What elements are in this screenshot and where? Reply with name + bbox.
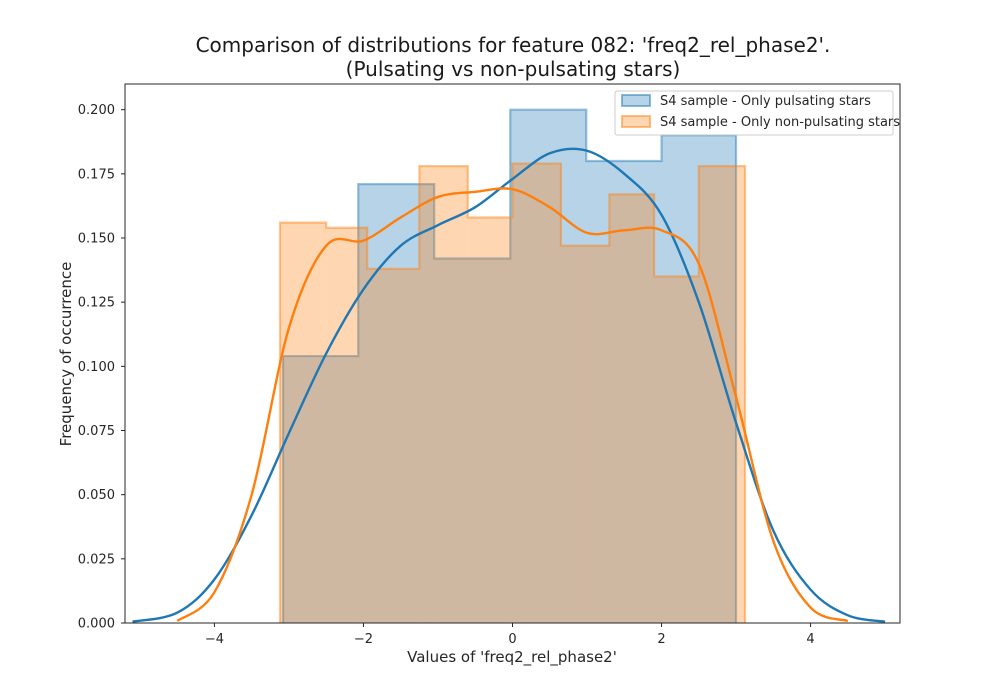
hist-bar	[586, 161, 662, 623]
legend-swatch-non-pulsating	[621, 115, 651, 128]
hist-bar	[419, 166, 468, 623]
y-tick-label: 0.125	[78, 296, 115, 311]
hist-outline	[278, 162, 747, 623]
legend-label-pulsating: S4 sample - Only pulsating stars	[660, 94, 871, 109]
hist-bar	[467, 217, 513, 623]
hist-bar	[654, 276, 699, 623]
y-tick-label: 0.200	[78, 103, 115, 118]
legend-label-non-pulsating: S4 sample - Only non-pulsating stars	[660, 115, 900, 130]
y-tick-label: 0.150	[78, 232, 115, 247]
x-tick-label: 2	[657, 632, 665, 647]
y-axis: 0.000 0.025 0.050 0.075 0.100 0.125 0.150 0.175…	[78, 103, 125, 632]
chart-title-line-1: Comparison of distributions for feature …	[196, 33, 831, 57]
hist-bar	[434, 258, 511, 623]
chart-title-line-2: (Pulsating vs non-pulsating stars)	[346, 57, 681, 81]
y-tick-label: 0.075	[78, 424, 115, 439]
hist-bar	[609, 194, 655, 623]
legend-box	[614, 90, 894, 136]
hist-bar	[367, 268, 420, 623]
hist-bar	[560, 245, 610, 623]
y-axis-label: Frequency of occurrence	[57, 262, 75, 447]
hist-bar	[510, 109, 587, 623]
hist-bar	[326, 227, 368, 623]
x-tick-label: −2	[354, 632, 373, 647]
x-tick-label: 0	[508, 632, 516, 647]
hist-outline	[281, 108, 738, 623]
legend-swatch-pulsating	[621, 94, 651, 107]
x-tick-label: −4	[205, 632, 224, 647]
y-tick-label: 0.025	[78, 552, 115, 567]
x-axis-label: Values of 'freq2_rel_phase2'	[407, 648, 617, 667]
hist-bar	[698, 166, 745, 623]
y-tick-label: 0.175	[78, 167, 115, 182]
kde-line-series-1	[176, 187, 849, 623]
y-tick-label: 0.000	[78, 617, 115, 632]
y-tick-label: 0.100	[78, 360, 115, 375]
x-axis: −4 −2 0 2 4	[205, 623, 815, 647]
y-tick-label: 0.050	[78, 488, 115, 503]
hist-bar	[282, 356, 359, 623]
hist-bar	[512, 163, 561, 624]
histogram-series-1	[278, 162, 747, 624]
plot-area	[132, 108, 886, 624]
x-tick-label: 4	[806, 632, 814, 647]
legend: S4 sample - Only pulsating stars S4 samp…	[614, 90, 900, 136]
hist-bar	[280, 222, 327, 623]
hist-bar	[358, 184, 435, 623]
